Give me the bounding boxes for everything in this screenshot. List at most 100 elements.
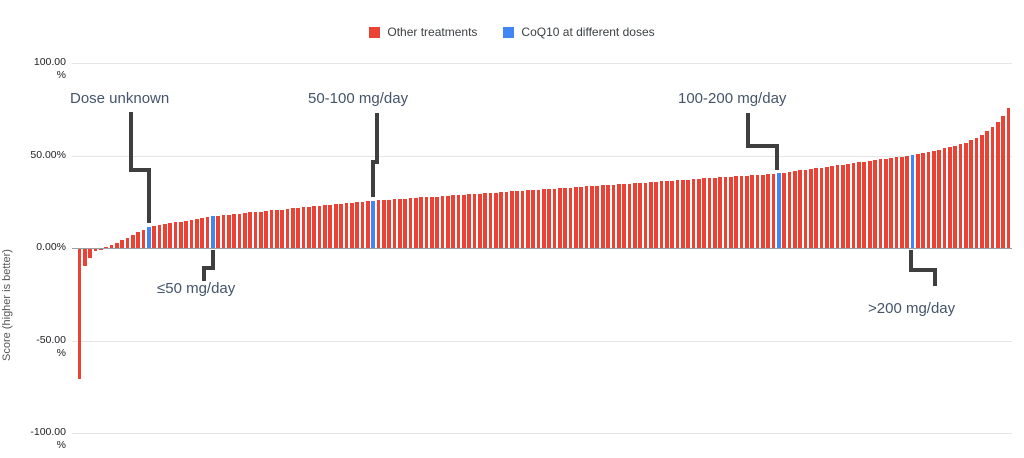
treatment-bar[interactable] — [873, 160, 877, 248]
treatment-bar[interactable] — [643, 182, 648, 248]
treatment-bar[interactable] — [157, 224, 162, 248]
treatment-bar[interactable] — [664, 181, 669, 248]
treatment-bar[interactable] — [958, 144, 963, 248]
treatment-bar[interactable] — [296, 208, 301, 248]
treatment-bar[interactable] — [739, 176, 744, 248]
treatment-bar[interactable] — [227, 214, 231, 248]
treatment-bar[interactable] — [397, 198, 402, 248]
coq10-bar[interactable] — [371, 200, 375, 248]
treatment-bar[interactable] — [248, 212, 253, 248]
treatment-bar[interactable] — [835, 165, 840, 248]
treatment-bar[interactable] — [931, 150, 936, 248]
treatment-bar[interactable] — [595, 185, 600, 248]
treatment-bar[interactable] — [718, 177, 722, 248]
treatment-bar[interactable] — [793, 171, 797, 248]
treatment-bar[interactable] — [846, 163, 851, 248]
treatment-bar[interactable] — [707, 178, 712, 248]
treatment-bar[interactable] — [82, 249, 87, 266]
treatment-bar[interactable] — [638, 182, 642, 248]
treatment-bar[interactable] — [104, 247, 108, 248]
treatment-bar[interactable] — [723, 176, 728, 248]
treatment-bar[interactable] — [857, 162, 861, 248]
treatment-bar[interactable] — [574, 187, 578, 248]
treatment-bar[interactable] — [243, 213, 247, 248]
treatment-bar[interactable] — [963, 142, 968, 248]
treatment-bar[interactable] — [750, 175, 755, 248]
treatment-bar[interactable] — [830, 166, 835, 248]
treatment-bar[interactable] — [360, 201, 365, 248]
treatment-bar[interactable] — [510, 191, 514, 248]
treatment-bar[interactable] — [136, 232, 140, 248]
treatment-bar[interactable] — [221, 215, 226, 248]
treatment-bar[interactable] — [445, 195, 450, 248]
treatment-bar[interactable] — [317, 206, 322, 248]
treatment-bar[interactable] — [531, 190, 536, 248]
treatment-bar[interactable] — [921, 153, 925, 248]
treatment-bar[interactable] — [413, 197, 418, 248]
treatment-bar[interactable] — [547, 188, 552, 248]
treatment-bar[interactable] — [985, 131, 989, 248]
treatment-bar[interactable] — [771, 173, 776, 248]
treatment-bar[interactable] — [141, 229, 146, 248]
treatment-bar[interactable] — [435, 196, 439, 248]
treatment-bar[interactable] — [552, 188, 557, 248]
treatment-bar[interactable] — [344, 203, 349, 248]
treatment-bar[interactable] — [712, 177, 717, 248]
treatment-bar[interactable] — [483, 193, 488, 248]
treatment-bar[interactable] — [275, 210, 279, 248]
treatment-bar[interactable] — [947, 147, 952, 248]
treatment-bar[interactable] — [355, 202, 359, 248]
treatment-bar[interactable] — [152, 225, 156, 248]
treatment-bar[interactable] — [339, 203, 343, 248]
treatment-bar[interactable] — [285, 208, 290, 248]
treatment-bar[interactable] — [632, 183, 637, 248]
treatment-bar[interactable] — [162, 224, 167, 248]
treatment-bar[interactable] — [387, 199, 391, 248]
coq10-bar[interactable] — [910, 155, 915, 248]
treatment-bar[interactable] — [365, 201, 370, 248]
treatment-bar[interactable] — [814, 168, 819, 248]
treatment-bar[interactable] — [93, 249, 98, 252]
treatment-bar[interactable] — [173, 222, 178, 248]
treatment-bar[interactable] — [269, 210, 274, 248]
treatment-bar[interactable] — [376, 200, 381, 248]
treatment-bar[interactable] — [787, 171, 792, 248]
treatment-bar[interactable] — [237, 213, 242, 248]
treatment-bar[interactable] — [467, 194, 471, 248]
treatment-bar[interactable] — [205, 217, 210, 248]
treatment-bar[interactable] — [478, 193, 482, 248]
treatment-bar[interactable] — [77, 249, 82, 379]
treatment-bar[interactable] — [109, 245, 114, 248]
treatment-bar[interactable] — [680, 179, 685, 248]
treatment-bar[interactable] — [216, 215, 221, 248]
treatment-bar[interactable] — [851, 163, 856, 248]
treatment-bar[interactable] — [616, 184, 621, 248]
treatment-bar[interactable] — [307, 206, 311, 248]
treatment-bar[interactable] — [232, 214, 237, 248]
treatment-bar[interactable] — [825, 166, 829, 248]
treatment-bar[interactable] — [766, 174, 771, 248]
treatment-bar[interactable] — [905, 155, 909, 248]
treatment-bar[interactable] — [969, 140, 973, 248]
treatment-bar[interactable] — [702, 178, 706, 248]
treatment-bar[interactable] — [745, 175, 749, 248]
treatment-bar[interactable] — [878, 159, 883, 248]
treatment-bar[interactable] — [403, 198, 407, 248]
treatment-bar[interactable] — [867, 160, 872, 248]
treatment-bar[interactable] — [440, 196, 445, 248]
treatment-bar[interactable] — [670, 180, 674, 248]
treatment-bar[interactable] — [264, 211, 269, 248]
treatment-bar[interactable] — [558, 188, 562, 248]
treatment-bar[interactable] — [429, 196, 434, 248]
treatment-bar[interactable] — [819, 167, 824, 248]
treatment-bar[interactable] — [755, 174, 760, 248]
treatment-bar[interactable] — [563, 187, 568, 248]
treatment-bar[interactable] — [728, 176, 733, 248]
treatment-bar[interactable] — [937, 149, 941, 248]
treatment-bar[interactable] — [568, 187, 573, 248]
treatment-bar[interactable] — [809, 169, 813, 248]
treatment-bar[interactable] — [979, 134, 984, 248]
treatment-bar[interactable] — [520, 190, 525, 248]
treatment-bar[interactable] — [942, 148, 947, 248]
treatment-bar[interactable] — [862, 161, 867, 248]
